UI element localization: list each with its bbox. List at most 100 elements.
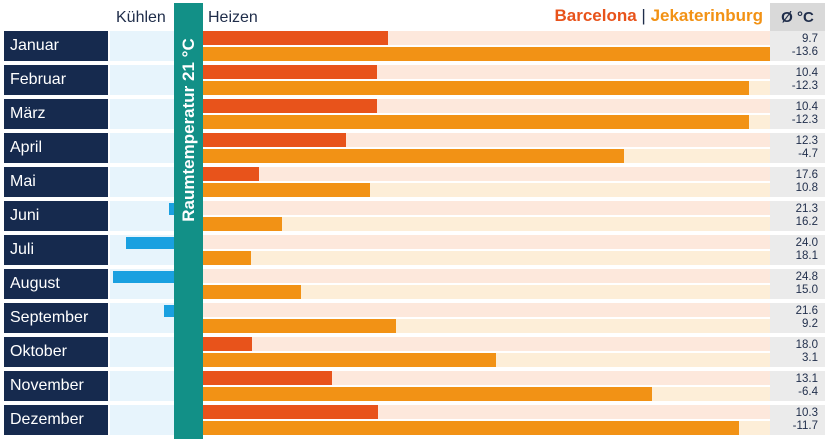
month-row: Februar 10.4 -12.3 [0, 65, 825, 95]
heat-track-yekaterinburg [203, 387, 770, 401]
heat-track-barcelona [203, 99, 770, 113]
heat-track-barcelona [203, 269, 770, 283]
legend-separator: | [641, 6, 646, 25]
month-row: August 24.8 15.0 [0, 269, 825, 299]
average-yekaterinburg: 10.8 [795, 182, 818, 194]
heating-bar-yekaterinburg [203, 149, 625, 163]
average-barcelona: 17.6 [795, 169, 818, 181]
average-yekaterinburg: 3.1 [802, 352, 818, 364]
cooling-track [110, 65, 174, 95]
month-label: Oktober [4, 337, 108, 367]
cooling-bar-barcelona [169, 203, 174, 215]
heating-bar-yekaterinburg [203, 81, 749, 95]
heat-track-yekaterinburg [203, 217, 770, 231]
month-row: April 12.3 -4.7 [0, 133, 825, 163]
month-label: August [4, 269, 108, 299]
average-barcelona: 9.7 [802, 33, 818, 45]
room-temperature-label: Raumtemperatur 21 °C [179, 38, 198, 222]
month-row: Mai 17.6 10.8 [0, 167, 825, 197]
heating-bar-yekaterinburg [203, 285, 302, 299]
average-values: 24.8 15.0 [770, 269, 825, 299]
average-barcelona: 10.4 [795, 67, 818, 79]
cooling-track [110, 337, 174, 367]
average-yekaterinburg: -11.7 [792, 420, 818, 432]
cooling-track [110, 371, 174, 401]
cooling-bar-barcelona [113, 271, 174, 283]
average-barcelona: 18.0 [795, 339, 818, 351]
heating-bar-barcelona [203, 31, 389, 45]
heat-track-yekaterinburg [203, 115, 770, 129]
month-row: Juni 21.3 16.2 [0, 201, 825, 231]
heating-bar-yekaterinburg [203, 387, 652, 401]
heat-track-yekaterinburg [203, 353, 770, 367]
average-barcelona: 10.3 [795, 407, 818, 419]
heat-track-barcelona [203, 303, 770, 317]
month-row: November 13.1 -6.4 [0, 371, 825, 401]
heating-bar-barcelona [203, 99, 377, 113]
month-label: Januar [4, 31, 108, 61]
heating-bar-yekaterinburg [203, 47, 770, 61]
average-yekaterinburg: -4.7 [798, 148, 818, 160]
heat-track-barcelona [203, 405, 770, 419]
heat-track-yekaterinburg [203, 183, 770, 197]
average-yekaterinburg: -12.3 [791, 114, 818, 126]
average-values: 13.1 -6.4 [770, 371, 825, 401]
average-values: 12.3 -4.7 [770, 133, 825, 163]
average-barcelona: 13.1 [795, 373, 818, 385]
average-barcelona: 21.3 [795, 203, 818, 215]
cooling-bar-barcelona [126, 237, 174, 249]
month-label: Juli [4, 235, 108, 265]
average-yekaterinburg: 9.2 [802, 318, 818, 330]
average-yekaterinburg: 18.1 [795, 250, 818, 262]
heat-track-yekaterinburg [203, 81, 770, 95]
heating-bar-barcelona [203, 337, 253, 351]
heating-bar-yekaterinburg [203, 353, 497, 367]
cooling-track [110, 167, 174, 197]
cooling-track [110, 303, 174, 333]
heat-track-barcelona [203, 371, 770, 385]
average-values: 21.6 9.2 [770, 303, 825, 333]
heating-bar-yekaterinburg [203, 421, 739, 435]
heating-bar-yekaterinburg [203, 251, 251, 265]
legend-yekaterinburg: Jekaterinburg [650, 6, 763, 25]
room-temperature-band [174, 3, 203, 439]
month-row: Dezember 10.3 -11.7 [0, 405, 825, 435]
month-label: September [4, 303, 108, 333]
heat-track-yekaterinburg [203, 149, 770, 163]
average-values: 10.4 -12.3 [770, 65, 825, 95]
cooling-track [110, 31, 174, 61]
average-yekaterinburg: -6.4 [798, 386, 818, 398]
average-values: 18.0 3.1 [770, 337, 825, 367]
heat-track-barcelona [203, 235, 770, 249]
average-yekaterinburg: -13.6 [791, 46, 818, 58]
month-label: März [4, 99, 108, 129]
heating-bar-barcelona [203, 65, 377, 79]
cooling-track [110, 133, 174, 163]
average-header: Ø °C [770, 3, 825, 31]
heat-track-barcelona [203, 31, 770, 45]
heating-header: Heizen [208, 9, 258, 26]
cooling-header: Kühlen [116, 9, 166, 26]
average-barcelona: 21.6 [795, 305, 818, 317]
cooling-bar-barcelona [164, 305, 174, 317]
average-values: 10.3 -11.7 [770, 405, 825, 435]
heat-track-yekaterinburg [203, 47, 770, 61]
heating-bar-barcelona [203, 371, 333, 385]
heat-track-barcelona [203, 201, 770, 215]
month-row: Juli 24.0 18.1 [0, 235, 825, 265]
cooling-track [110, 201, 174, 231]
month-label: November [4, 371, 108, 401]
heat-track-barcelona [203, 65, 770, 79]
month-label: Dezember [4, 405, 108, 435]
average-yekaterinburg: 16.2 [795, 216, 818, 228]
heat-track-yekaterinburg [203, 251, 770, 265]
heat-track-barcelona [203, 167, 770, 181]
average-values: 10.4 -12.3 [770, 99, 825, 129]
month-row: März 10.4 -12.3 [0, 99, 825, 129]
heating-bar-barcelona [203, 133, 346, 147]
average-values: 17.6 10.8 [770, 167, 825, 197]
month-label: Juni [4, 201, 108, 231]
heating-bar-yekaterinburg [203, 217, 282, 231]
average-barcelona: 12.3 [795, 135, 818, 147]
average-values: 24.0 18.1 [770, 235, 825, 265]
